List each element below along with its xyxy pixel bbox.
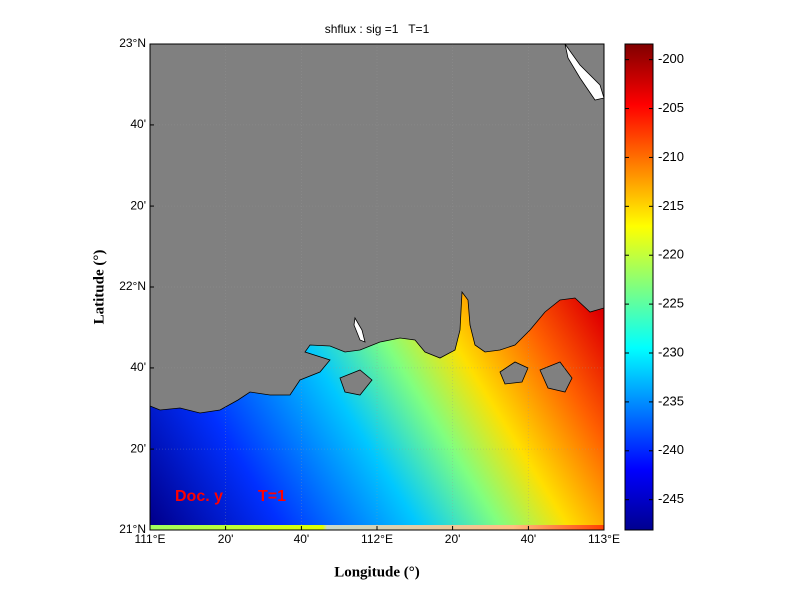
colorbar-tick-label: -220 [658,247,684,262]
lake [353,316,366,343]
colorbar-tick-label: -215 [658,198,684,213]
y-tick-label: 20' [130,441,146,455]
colorbar-tick-label: -235 [658,393,684,408]
island [339,369,373,396]
x-tick-label: 111°E [134,532,165,546]
island [499,361,529,385]
colorbar-tick-label: -200 [658,51,684,66]
y-tick-label: 23°N [119,36,146,50]
annotation: T=1 [258,488,286,505]
x-tick-label: 20' [218,532,234,546]
x-tick-label: 40' [521,532,537,546]
y-tick-label: 21°N [119,522,146,536]
y-tick-label: 20' [130,198,146,212]
colorbar [624,43,654,531]
colorbar-tick-label: -225 [658,296,684,311]
river [564,43,605,101]
colorbar-tick-label: -245 [658,491,684,506]
land [149,43,605,414]
y-axis-label: Latitude (°) [91,250,107,325]
x-axis-label: Longitude (°) [334,564,420,580]
y-tick-label: 40' [130,117,146,131]
x-tick-label: 40' [294,532,310,546]
chart-title: shflux : sig =1 T=1 [325,22,430,36]
island [539,361,573,393]
x-tick-label: 112°E [361,532,393,546]
colorbar-tick-label: -230 [658,344,684,359]
x-tick-label: 20' [445,532,461,546]
colorbar-tick-label: -210 [658,149,684,164]
annotation: Doc. y [175,488,223,505]
x-tick-label: 113°E [588,532,620,546]
y-tick-label: 22°N [119,279,146,293]
colorbar-tick-label: -205 [658,100,684,115]
colorbar-tick-label: -240 [658,442,684,457]
y-tick-label: 40' [130,360,146,374]
